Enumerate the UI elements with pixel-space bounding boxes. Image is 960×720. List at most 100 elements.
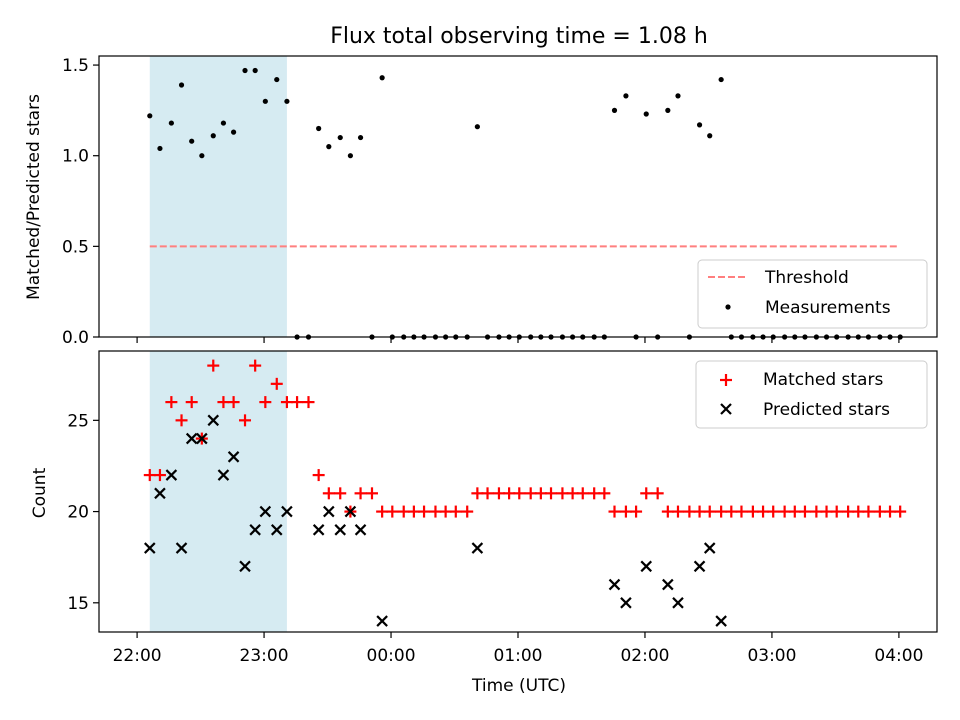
matched-star-point — [481, 487, 494, 500]
top-panel: 0.0 0.5 1.0 1.5 Matched/Predicted stars Thr… — [24, 55, 938, 348]
matched-star-point — [165, 396, 178, 409]
measurement-point — [274, 76, 280, 83]
predicted-star-point — [640, 560, 653, 573]
measurement-point — [316, 125, 322, 132]
matched-star-point — [545, 487, 558, 500]
top-y-tick-label: 1.5 — [62, 56, 89, 76]
predicted-star-point — [175, 542, 188, 554]
matched-star-point — [767, 505, 780, 518]
x-tick-label: 03:00 — [747, 646, 796, 666]
bottom-y-tick-label: 20 — [67, 503, 89, 523]
measurement-point — [178, 82, 185, 88]
matched-star-point — [365, 487, 378, 500]
measurement-point — [242, 67, 248, 74]
matched-star-point — [386, 505, 399, 518]
matched-star-point — [153, 469, 166, 482]
matched-star-point — [259, 396, 272, 409]
matched-star-point — [175, 414, 188, 427]
bottom-y-ticks: 15 20 25 — [67, 411, 99, 614]
matched-star-point — [217, 396, 230, 409]
matched-star-point — [788, 505, 801, 518]
matched-star-point — [830, 505, 843, 518]
measurement-point — [284, 98, 290, 104]
matched-star-point — [820, 505, 833, 518]
measurement-point — [707, 133, 713, 139]
matched-star-point — [608, 505, 621, 518]
bottom-axes-frame — [98, 350, 938, 633]
matched-star-point — [334, 487, 347, 500]
matched-star-point — [671, 505, 684, 518]
matched-star-point — [842, 505, 855, 518]
matched-star-point — [873, 505, 886, 518]
x-axis-label: Time (UTC) — [471, 676, 566, 696]
x-tick-label: 23:00 — [240, 646, 289, 666]
matched-star-point — [185, 396, 198, 409]
bottom-legend: Matched stars Predicted stars — [695, 360, 928, 429]
matched-star-point — [746, 505, 759, 518]
measurement-point — [379, 75, 385, 81]
measurement-point — [199, 153, 205, 159]
top-y-ticks: 0.0 0.5 1.0 1.5 — [62, 56, 99, 348]
measurement-point — [210, 133, 216, 139]
legend-matched-label: Matched stars — [763, 370, 883, 390]
bottom-shaded-span — [149, 351, 287, 632]
matched-star-point — [418, 505, 431, 518]
x-tick-label: 00:00 — [367, 646, 416, 666]
predicted-star-point — [281, 505, 293, 518]
legend-predicted-marker — [720, 403, 732, 415]
top-legend: Threshold Measurements — [697, 259, 928, 329]
predicted-star-point — [144, 542, 156, 554]
figure-title: Flux total observing time = 1.08 h — [330, 24, 708, 49]
measurement-point — [347, 153, 353, 159]
matched-star-point — [725, 505, 738, 518]
top-y-axis-label: Matched/Predicted stars — [24, 94, 44, 300]
top-shaded-span — [149, 56, 287, 337]
matched-star-point — [471, 487, 484, 500]
predicted-star-point — [312, 524, 325, 536]
top-y-tick-label: 0.0 — [62, 328, 89, 348]
matched-star-point — [354, 487, 367, 500]
measurement-point — [675, 93, 681, 99]
predicted-star-point — [323, 505, 335, 518]
top-x-ticks — [136, 337, 900, 343]
measurement-point — [262, 98, 268, 104]
matched-star-point — [588, 487, 601, 500]
measurement-point — [337, 134, 343, 141]
matched-star-point — [798, 505, 811, 518]
matched-star-point — [492, 487, 505, 500]
matched-star-point — [703, 505, 716, 518]
predicted-star-point — [620, 597, 632, 609]
matched-star-point — [683, 505, 696, 518]
predicted-star-point — [354, 524, 367, 536]
matched-star-point — [524, 487, 537, 500]
matched-star-point — [778, 505, 791, 518]
predicted-star-point — [207, 414, 220, 427]
bottom-y-axis-label: Count — [30, 467, 50, 518]
measurement-point — [230, 129, 237, 135]
matched-star-point — [322, 487, 335, 500]
predicted-star-point — [154, 487, 166, 500]
predicted-star-point — [334, 524, 347, 536]
matched-star-point — [249, 359, 262, 372]
matched-star-point — [449, 505, 462, 518]
matched-star-point — [407, 505, 420, 518]
measurement-point — [643, 111, 649, 117]
bottom-legend-box — [695, 360, 928, 429]
x-tick-label: 04:00 — [874, 646, 923, 666]
predicted-star-point — [165, 469, 178, 481]
matched-star-point — [280, 396, 293, 409]
matched-star-point — [291, 396, 304, 409]
measurement-point — [326, 144, 332, 150]
measurement-point — [474, 124, 480, 130]
x-tick-label: 02:00 — [620, 646, 669, 666]
matched-star-point — [513, 487, 526, 500]
matched-star-point — [884, 505, 897, 518]
measurement-point — [665, 107, 671, 113]
x-tick-label: 01:00 — [494, 646, 543, 666]
matched-star-point — [735, 505, 748, 518]
measurement-point — [718, 76, 724, 83]
predicted-star-point — [693, 560, 706, 573]
predicted-star-point — [259, 505, 272, 518]
top-legend-box — [697, 259, 928, 329]
matched-star-point — [651, 487, 664, 500]
